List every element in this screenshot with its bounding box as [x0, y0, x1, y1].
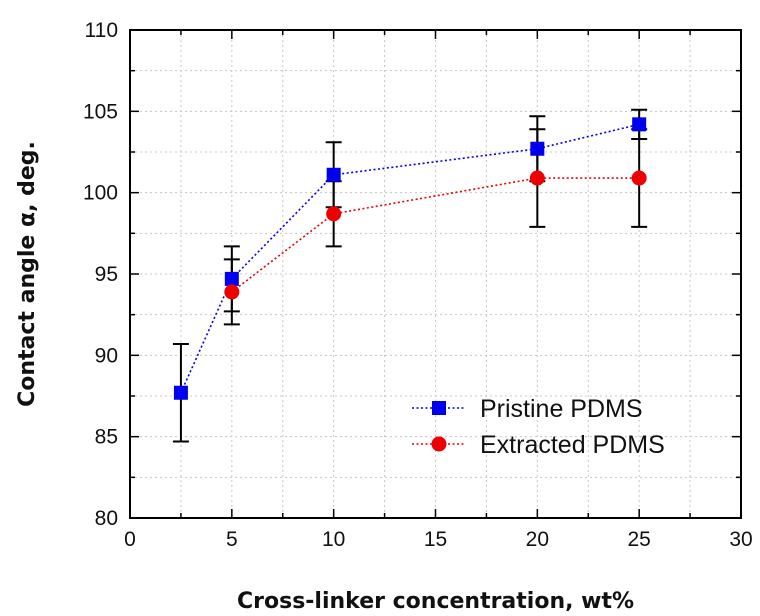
legend-marker: [432, 401, 446, 415]
data-point: [530, 141, 545, 156]
y-tick-label: 85: [95, 426, 118, 449]
x-axis-title: Cross-linker concentration, wt%: [237, 589, 634, 614]
x-tick-label: 20: [526, 528, 549, 551]
x-tick-label: 15: [424, 528, 447, 551]
x-tick-label: 10: [322, 528, 345, 551]
data-point: [326, 206, 342, 222]
x-tick-label: 25: [627, 528, 650, 551]
data-point: [529, 170, 545, 186]
x-tick-label: 0: [124, 528, 136, 551]
legend-label: Extracted PDMS: [480, 431, 665, 459]
data-point: [224, 271, 239, 286]
legend-label: Pristine PDMS: [480, 395, 643, 423]
y-tick-label: 80: [95, 507, 118, 530]
y-tick-label: 95: [95, 263, 118, 286]
tick-labels: 0 5 10 15 20 25 30 80 85 90 95 100 105 110: [83, 19, 753, 551]
axis-ticks: [129, 29, 742, 519]
x-tick-label: 30: [729, 528, 752, 551]
data-markers: [173, 117, 647, 400]
error-bars: [172, 108, 648, 443]
data-point: [631, 170, 647, 186]
series-lines: [180, 123, 640, 394]
data-point: [632, 117, 647, 132]
x-tick-label: 5: [226, 528, 238, 551]
legend-marker: [431, 436, 447, 452]
y-tick-label: 105: [83, 100, 118, 123]
data-point: [173, 385, 188, 400]
legend: Pristine PDMS Extracted PDMS: [412, 395, 665, 459]
series-line: [231, 177, 640, 293]
data-point: [326, 167, 341, 182]
series-line: [180, 123, 640, 394]
y-tick-label: 90: [95, 344, 118, 367]
y-tick-label: 110: [85, 19, 118, 42]
data-point: [224, 284, 240, 300]
y-tick-label: 100: [83, 182, 118, 205]
y-axis-title: Contact angle α, deg.: [15, 141, 40, 407]
